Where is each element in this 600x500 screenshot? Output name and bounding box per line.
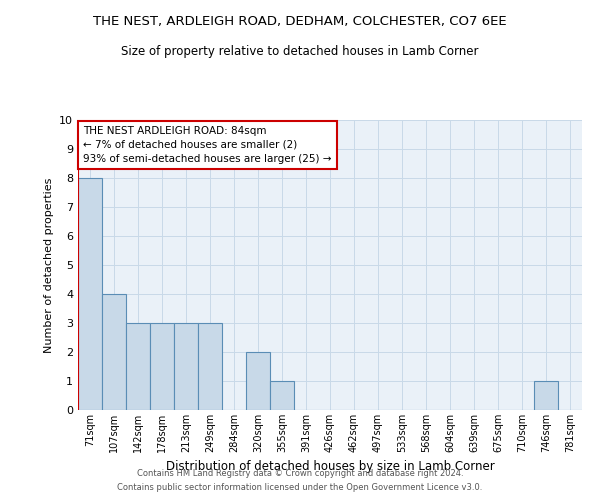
Bar [270, 381, 294, 410]
Bar [198, 323, 222, 410]
Bar [174, 323, 198, 410]
Bar [246, 352, 270, 410]
Text: Contains public sector information licensed under the Open Government Licence v3: Contains public sector information licen… [118, 484, 482, 492]
Bar [126, 323, 150, 410]
X-axis label: Distribution of detached houses by size in Lamb Corner: Distribution of detached houses by size … [166, 460, 494, 473]
Bar [534, 381, 558, 410]
Bar [102, 294, 126, 410]
Y-axis label: Number of detached properties: Number of detached properties [44, 178, 53, 352]
Text: Contains HM Land Registry data © Crown copyright and database right 2024.: Contains HM Land Registry data © Crown c… [137, 468, 463, 477]
Bar [150, 323, 174, 410]
Bar [78, 178, 102, 410]
Text: THE NEST, ARDLEIGH ROAD, DEDHAM, COLCHESTER, CO7 6EE: THE NEST, ARDLEIGH ROAD, DEDHAM, COLCHES… [93, 15, 507, 28]
Text: Size of property relative to detached houses in Lamb Corner: Size of property relative to detached ho… [121, 45, 479, 58]
Text: THE NEST ARDLEIGH ROAD: 84sqm
← 7% of detached houses are smaller (2)
93% of sem: THE NEST ARDLEIGH ROAD: 84sqm ← 7% of de… [83, 126, 332, 164]
